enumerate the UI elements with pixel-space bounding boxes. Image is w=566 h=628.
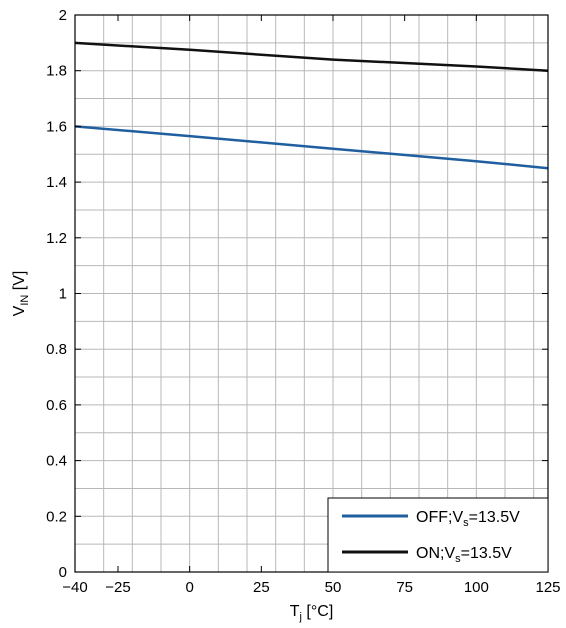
y-tick-label: 1.4	[46, 174, 67, 191]
legend-box	[327, 497, 549, 573]
y-tick-label: 2	[59, 7, 67, 24]
legend-label-off: OFF;Vs=13.5V	[416, 509, 520, 529]
x-tick-label: 125	[535, 579, 560, 596]
tick-labels: −40 −25 0 25 50 75 100 125 0 0.2 0.4 0.6 0.8 1 1.2 1.4 1…	[46, 7, 560, 596]
series-line-on	[74, 41, 549, 72]
x-tick-label: 0	[185, 579, 193, 596]
y-tick-label: 1.6	[46, 118, 67, 135]
y-tick-label: 0.6	[46, 397, 67, 414]
y-tick-label: 0.4	[46, 453, 67, 470]
series-lines	[74, 41, 549, 170]
y-tick-label: 0.2	[46, 508, 67, 525]
x-tick-label: −40	[62, 579, 87, 596]
y-tick-label: 0.8	[46, 341, 67, 358]
y-tick-label: 1	[59, 286, 67, 303]
x-axis-title: Tj [°C]	[290, 603, 334, 623]
legend-label-on: ON;Vs=13.5V	[416, 545, 512, 565]
x-tick-label: 25	[253, 579, 270, 596]
x-tick-label: 100	[464, 579, 489, 596]
series-line-off	[74, 125, 549, 170]
grid	[75, 15, 548, 572]
legend: OFF;Vs=13.5V ON;Vs=13.5V	[327, 497, 549, 573]
y-tick-label: 0	[59, 564, 67, 581]
x-tick-label: 75	[396, 579, 413, 596]
x-tick-label: −25	[105, 579, 130, 596]
y-axis-title: VIN [V]	[11, 271, 31, 317]
y-tick-label: 1.2	[46, 230, 67, 247]
x-tick-label: 50	[325, 579, 342, 596]
y-tick-label: 1.8	[46, 63, 67, 80]
